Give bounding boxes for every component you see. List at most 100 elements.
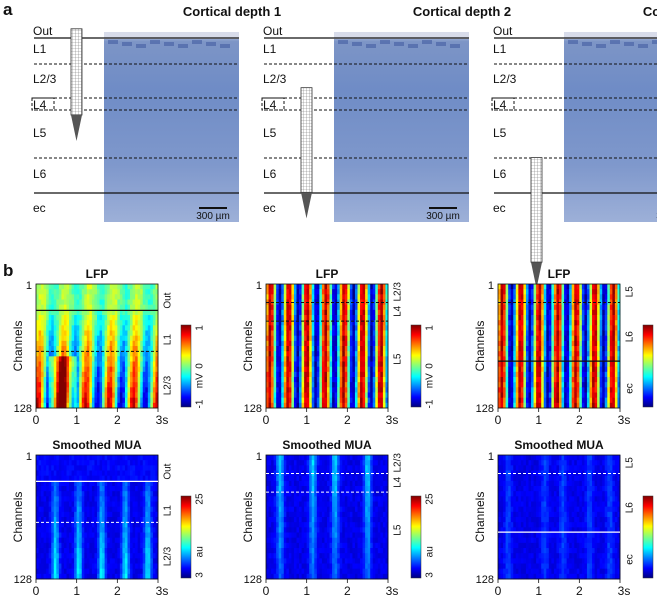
- heatmap-cell: [137, 517, 141, 523]
- heatmap-cell: [498, 304, 501, 311]
- heatmap-cell: [515, 284, 519, 290]
- heatmap-cell: [119, 377, 123, 383]
- heatmap-cell: [130, 506, 133, 513]
- heatmap-cell: [278, 568, 282, 575]
- heatmap-cell: [337, 330, 341, 337]
- heatmap-cell: [114, 563, 118, 570]
- heatmap-cell: [137, 563, 141, 570]
- heatmap-cell: [79, 475, 83, 482]
- heatmap-cell: [536, 330, 540, 337]
- heatmap-cell: [84, 542, 88, 549]
- heatmap-cell: [316, 366, 320, 373]
- heatmap-cell: [140, 465, 144, 471]
- heatmap-cell: [531, 330, 534, 337]
- heatmap-cell: [354, 371, 358, 378]
- heatmap-cell: [520, 289, 524, 295]
- heatmap-cell: [349, 371, 353, 378]
- heatmap-cell: [114, 522, 118, 528]
- heatmap-cell: [566, 351, 570, 357]
- electrode-tip: [531, 262, 542, 289]
- heatmap-cell: [61, 573, 65, 580]
- heatmap-cell: [564, 397, 568, 404]
- layer-label: L5: [393, 353, 404, 365]
- heatmap-cell: [81, 537, 85, 544]
- heatmap-cell: [48, 537, 52, 544]
- heatmap-cell: [140, 563, 144, 570]
- heatmap-cell: [266, 517, 269, 523]
- heatmap-cell: [520, 304, 524, 311]
- heatmap-cell: [337, 371, 341, 378]
- heatmap-cell: [130, 511, 133, 518]
- heatmap-cell: [117, 455, 121, 461]
- heatmap-cell: [528, 284, 532, 290]
- heatmap-cell: [119, 573, 123, 580]
- heatmap-cell: [515, 299, 519, 306]
- heatmap-cell: [266, 402, 269, 409]
- heatmap-cell: [362, 340, 366, 347]
- heatmap-cell: [36, 309, 39, 316]
- heatmap-cell: [142, 548, 146, 554]
- heatmap-cell: [51, 304, 55, 311]
- heatmap-cell: [352, 356, 356, 362]
- heatmap-cell: [147, 537, 151, 544]
- heatmap-cell: [81, 558, 85, 564]
- heatmap-cell: [548, 325, 552, 331]
- heatmap-cell: [43, 340, 47, 347]
- heatmap-cell: [51, 392, 55, 399]
- heatmap-cell: [283, 294, 287, 300]
- heatmap-cell: [281, 506, 285, 513]
- heatmap-cell: [109, 573, 113, 580]
- heatmap-cell: [281, 542, 285, 549]
- heatmap-cell: [594, 284, 598, 290]
- heatmap-cell: [332, 309, 336, 316]
- heatmap-cell: [546, 397, 550, 404]
- heatmap-cell: [382, 356, 386, 362]
- heatmap-cell: [89, 397, 93, 404]
- heatmap-cell: [309, 330, 313, 337]
- heatmap-cell: [288, 330, 292, 337]
- heatmap-cell: [94, 527, 98, 533]
- heatmap-cell: [53, 532, 57, 539]
- heatmap-cell: [594, 294, 598, 300]
- heatmap-cell: [145, 340, 149, 347]
- heatmap-cell: [513, 402, 517, 409]
- heatmap-cell: [74, 553, 78, 559]
- heatmap-cell: [319, 289, 323, 295]
- heatmap-cell: [342, 346, 346, 352]
- heatmap-cell: [91, 548, 95, 554]
- heatmap-cell: [86, 356, 90, 362]
- heatmap-cell: [543, 289, 547, 295]
- heatmap-cell: [102, 397, 106, 404]
- layer-label-l4: L4: [263, 98, 277, 112]
- heatmap-cell: [122, 517, 126, 523]
- heatmap-cell: [99, 537, 103, 544]
- heatmap-cell: [293, 361, 297, 368]
- heatmap-cell: [293, 304, 297, 311]
- heatmap-cell: [365, 366, 369, 373]
- heatmap-cell: [581, 340, 585, 347]
- heatmap-cell: [79, 289, 83, 295]
- heatmap-cell: [561, 392, 565, 399]
- heatmap-cell: [299, 320, 302, 326]
- heatmap-cell: [119, 392, 123, 399]
- heatmap-cell: [91, 346, 95, 352]
- heatmap-cell: [531, 392, 534, 399]
- heatmap-cell: [114, 480, 118, 487]
- heatmap-cell: [53, 491, 57, 497]
- heatmap-cell: [515, 351, 519, 357]
- heatmap-cell: [344, 320, 348, 326]
- heatmap-cell: [520, 330, 524, 337]
- heatmap-cell: [498, 397, 501, 404]
- heatmap-cell: [66, 294, 70, 300]
- heatmap-cell: [599, 397, 603, 404]
- heatmap-cell: [94, 475, 98, 482]
- heatmap-cell: [319, 299, 323, 306]
- heatmap-cell: [114, 501, 118, 508]
- heatmap-cell: [71, 387, 75, 393]
- heatmap-cell: [382, 294, 386, 300]
- heatmap-cell: [571, 330, 575, 337]
- heatmap-cell: [510, 351, 514, 357]
- heatmap-cell: [147, 289, 151, 295]
- heatmap-cell: [515, 304, 519, 311]
- heatmap-cell: [344, 361, 348, 368]
